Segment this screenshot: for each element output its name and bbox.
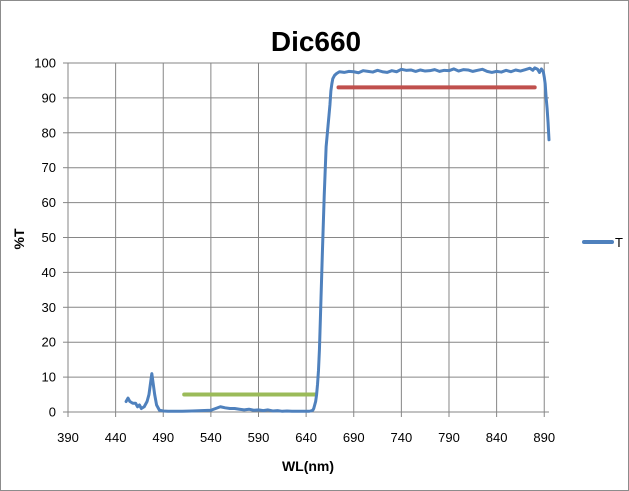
x-tick-label: 540 [200,430,222,445]
x-tick-label: 740 [391,430,413,445]
y-tick-label: 60 [42,195,56,210]
series-line-T [124,66,551,413]
x-tick-label: 790 [438,430,460,445]
y-tick-labels: 0 10 20 30 40 50 60 70 80 90 100 [34,56,56,420]
y-axis-label: %T [11,228,27,249]
x-tick-label: 890 [533,430,555,445]
gridlines [67,62,549,413]
y-tick-label: 90 [42,90,56,105]
legend-label: T [615,235,623,250]
y-tick-label: 30 [42,300,56,315]
x-tick-label: 440 [105,430,127,445]
data-series [124,66,551,413]
y-tick-label: 0 [49,405,56,420]
y-tick-label: 40 [42,265,56,280]
y-tick-label: 10 [42,370,56,385]
y-tick-label: 50 [42,230,56,245]
x-axis-label: WL(nm) [282,458,334,474]
reference-lines [182,85,537,397]
x-tick-label: 640 [295,430,317,445]
x-tick-label: 390 [57,430,79,445]
chart-title: Dic660 [271,26,361,57]
legend: T [582,235,623,250]
y-tick-label: 70 [42,160,56,175]
y-tick-label: 20 [42,335,56,350]
y-tick-label: 100 [34,56,56,71]
x-tick-label: 590 [248,430,270,445]
x-tick-label: 690 [343,430,365,445]
x-tick-label: 840 [486,430,508,445]
x-tick-label: 490 [152,430,174,445]
x-tick-labels: 390 440 490 540 590 640 690 740 790 840 890 [57,430,555,445]
y-tick-label: 80 [42,125,56,140]
